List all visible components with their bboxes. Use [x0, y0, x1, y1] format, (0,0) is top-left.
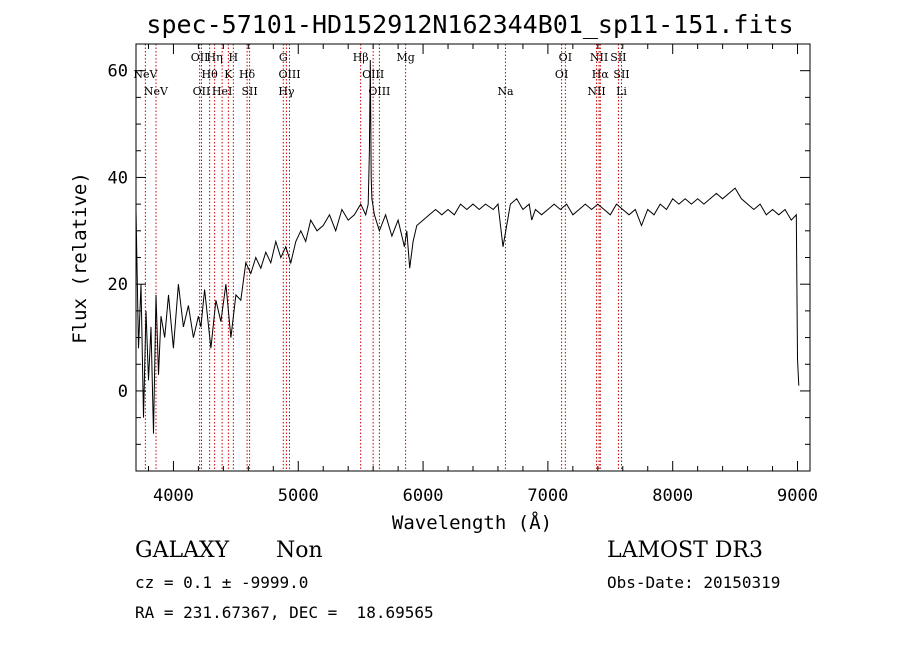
x-tick-label-0: 4000: [153, 486, 194, 506]
x-axis-label: Wavelength (Å): [392, 511, 552, 534]
survey-name: LAMOST DR3: [607, 538, 763, 563]
line-label-12: OIII: [278, 68, 300, 81]
y-tick-label-0: 0: [118, 382, 128, 402]
chart-title: spec-57101-HD152912N162344B01_sp11-151.f…: [146, 10, 793, 39]
line-label-18: Na: [497, 85, 514, 98]
line-label-21: NII: [590, 51, 608, 64]
line-label-2: OII: [191, 51, 209, 64]
line-label-16: OIII: [368, 85, 390, 98]
line-label-0: NeV: [133, 68, 158, 81]
x-axis-ticks: 4000 5000 6000 7000 8000 9000: [147, 44, 818, 506]
line-label-20: OI: [555, 68, 568, 81]
line-label-5: Hη: [207, 51, 223, 64]
line-label-22: Hα: [592, 68, 610, 81]
redshift-line: cz = 0.1 ± -9999.0: [135, 573, 309, 592]
ra-dec-line: RA = 231.67367, DEC = 18.69565: [135, 603, 434, 622]
spectrum-series-line: [135, 59, 800, 434]
y-axis-label: Flux (relative): [69, 172, 91, 344]
x-tick-label-1: 5000: [278, 486, 319, 506]
line-label-24: SII: [610, 51, 626, 64]
line-label-6: HeI: [212, 85, 232, 98]
x-tick-label-5: 9000: [777, 486, 818, 506]
line-label-7: K: [224, 68, 233, 81]
line-label-8: H: [229, 51, 239, 64]
line-label-9: Hδ: [239, 68, 256, 81]
line-label-25: SII: [613, 68, 629, 81]
line-label-3: OII: [193, 85, 211, 98]
y-tick-label-2: 40: [108, 168, 128, 188]
line-label-17: Mg: [396, 51, 414, 64]
line-label-1: NeV: [144, 85, 169, 98]
spectrum-chart: spec-57101-HD152912N162344B01_sp11-151.f…: [69, 10, 818, 534]
plot-frame: [135, 43, 811, 472]
line-label-14: Hβ: [353, 51, 369, 64]
line-label-26: Li: [616, 85, 627, 98]
y-axis-ticks: 0 20 40 60: [108, 62, 810, 445]
x-tick-label-4: 8000: [652, 486, 693, 506]
object-subclass: Non: [276, 538, 323, 563]
line-label-10: SII: [241, 85, 257, 98]
line-label-4: Hθ: [202, 68, 219, 81]
x-tick-label-2: 6000: [403, 486, 444, 506]
y-tick-label-3: 60: [108, 62, 128, 82]
y-tick-label-1: 20: [108, 275, 128, 295]
object-class: GALAXY: [135, 538, 230, 563]
line-label-13: Hγ: [278, 85, 295, 98]
emission-line-markers: [144, 44, 623, 471]
line-label-11: G: [279, 51, 288, 64]
observation-date: Obs-Date: 20150319: [607, 573, 781, 592]
x-tick-label-3: 7000: [527, 486, 568, 506]
line-label-15: OIII: [362, 68, 384, 81]
line-label-19: OI: [559, 51, 572, 64]
line-label-23: NII: [587, 85, 605, 98]
